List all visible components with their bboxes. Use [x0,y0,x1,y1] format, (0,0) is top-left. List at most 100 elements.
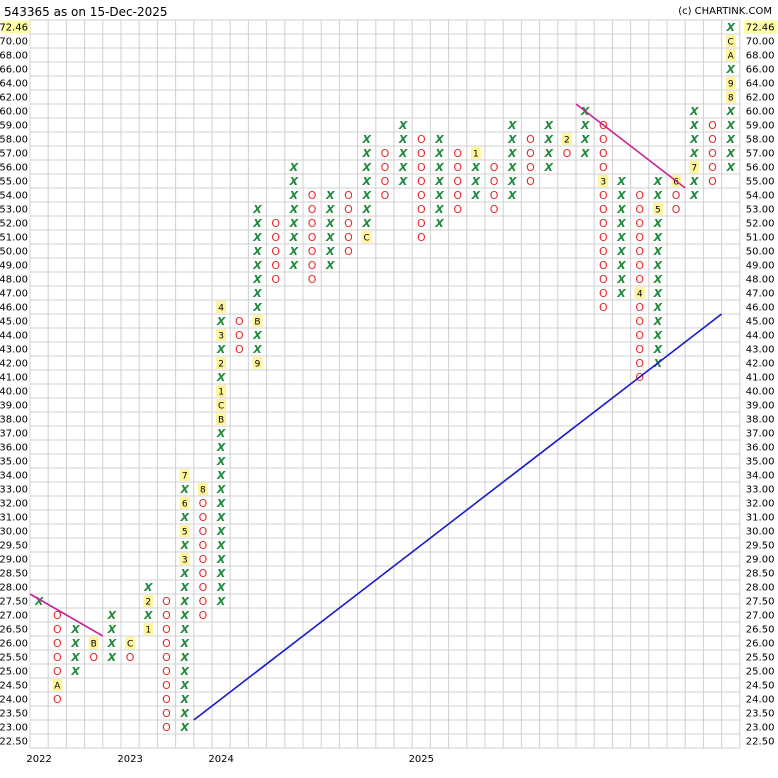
x-mark: X [252,287,262,300]
o-mark: O [599,301,608,314]
o-mark: O [126,651,135,664]
y-tick-label-left: 33.00 [0,485,28,496]
y-tick-label-right: 72.46 [746,23,775,34]
x-mark: X [179,539,189,552]
month-marker-bg [725,91,736,103]
y-tick-label-right: 32.00 [746,499,775,510]
o-mark: O [526,133,535,146]
month-marker-bg [179,525,190,537]
y-tick-label-left: 49.00 [0,261,28,272]
y-tick-label-left: 28.00 [0,583,28,594]
x-mark: X [216,581,226,594]
o-mark: O [308,231,317,244]
o-mark: O [417,147,426,160]
o-mark: O [526,147,535,160]
x-mark: X [70,665,80,678]
o-mark: O [635,329,644,342]
y-tick-label-left: 24.00 [0,695,28,706]
x-mark: X [252,301,262,314]
x-mark: X [143,609,153,622]
month-marker-bg [216,329,227,341]
x-mark: X [507,147,517,160]
x-mark: X [653,189,663,202]
x-mark: X [216,539,226,552]
o-mark: O [162,721,171,734]
copyright-label: (c) CHARTINK.COM [678,6,772,17]
y-tick-label-left: 66.00 [0,65,28,76]
o-mark: O [344,203,353,216]
o-mark: O [490,161,499,174]
y-tick-label-left: 37.00 [0,429,28,440]
y-tick-label-right: 23.50 [746,709,775,720]
x-mark: X [216,525,226,538]
y-tick-label-left: 42.00 [0,359,28,370]
x-mark: X [361,175,371,188]
x-mark: X [289,231,299,244]
o-mark: O [599,203,608,216]
o-mark: O [162,651,171,664]
month-marker: A [728,52,735,62]
month-marker: 8 [728,94,734,104]
x-mark: X [653,315,663,328]
month-marker-bg [143,595,154,607]
y-tick-label-right: 50.00 [746,247,775,258]
o-mark: O [199,525,208,538]
x-mark: X [616,231,626,244]
o-mark: O [235,329,244,342]
month-marker-bg [598,175,609,187]
x-mark: X [653,231,663,244]
y-tick-label-right: 27.50 [746,597,775,608]
last-price-highlight-left [1,20,30,34]
x-mark: X [616,175,626,188]
o-mark: O [599,147,608,160]
y-tick-label-right: 58.00 [746,135,775,146]
o-mark: O [635,315,644,328]
month-marker-bg [252,357,263,369]
o-mark: O [381,189,390,202]
x-mark: X [216,567,226,580]
x-mark: X [143,581,153,594]
o-mark: O [635,259,644,272]
month-marker: 9 [255,360,261,370]
y-tick-label-left: 56.00 [0,163,28,174]
month-marker-bg [179,497,190,509]
x-mark: X [70,637,80,650]
chart-title: 543365 as on 15-Dec-2025 [4,5,168,19]
o-mark: O [53,651,62,664]
y-tick-label-left: 34.00 [0,471,28,482]
o-mark: O [381,175,390,188]
month-marker-bg [689,161,700,173]
y-tick-label-right: 31.00 [746,513,775,524]
o-mark: O [162,623,171,636]
o-mark: O [453,161,462,174]
y-tick-label-left: 72.46 [0,23,28,34]
month-marker-bg [216,385,227,397]
month-marker: 7 [691,164,697,174]
y-tick-label-right: 46.00 [746,303,775,314]
x-mark: X [179,511,189,524]
o-mark: O [599,161,608,174]
x-mark: X [179,637,189,650]
x-mark: X [216,315,226,328]
x-mark: X [507,189,517,202]
x-mark: X [580,147,590,160]
o-mark: O [417,175,426,188]
x-mark: X [179,567,189,580]
x-mark: X [361,203,371,216]
y-tick-label-left: 38.00 [0,415,28,426]
x-mark: X [325,231,335,244]
o-mark: O [635,203,644,216]
month-marker: 9 [728,80,734,90]
o-mark: O [199,609,208,622]
o-mark: O [635,217,644,230]
x-mark: X [616,287,626,300]
y-tick-label-right: 44.00 [746,331,775,342]
o-mark: O [599,217,608,230]
y-axis: 72.46 72.46 70.00 70.00 68.00 68.00 66.00 66.00… [0,20,778,748]
o-mark: O [635,245,644,258]
y-tick-label-left: 58.00 [0,135,28,146]
o-mark: O [53,609,62,622]
y-tick-label-left: 60.00 [0,107,28,118]
x-mark: X [653,343,663,356]
resistance-trendline [29,593,104,637]
